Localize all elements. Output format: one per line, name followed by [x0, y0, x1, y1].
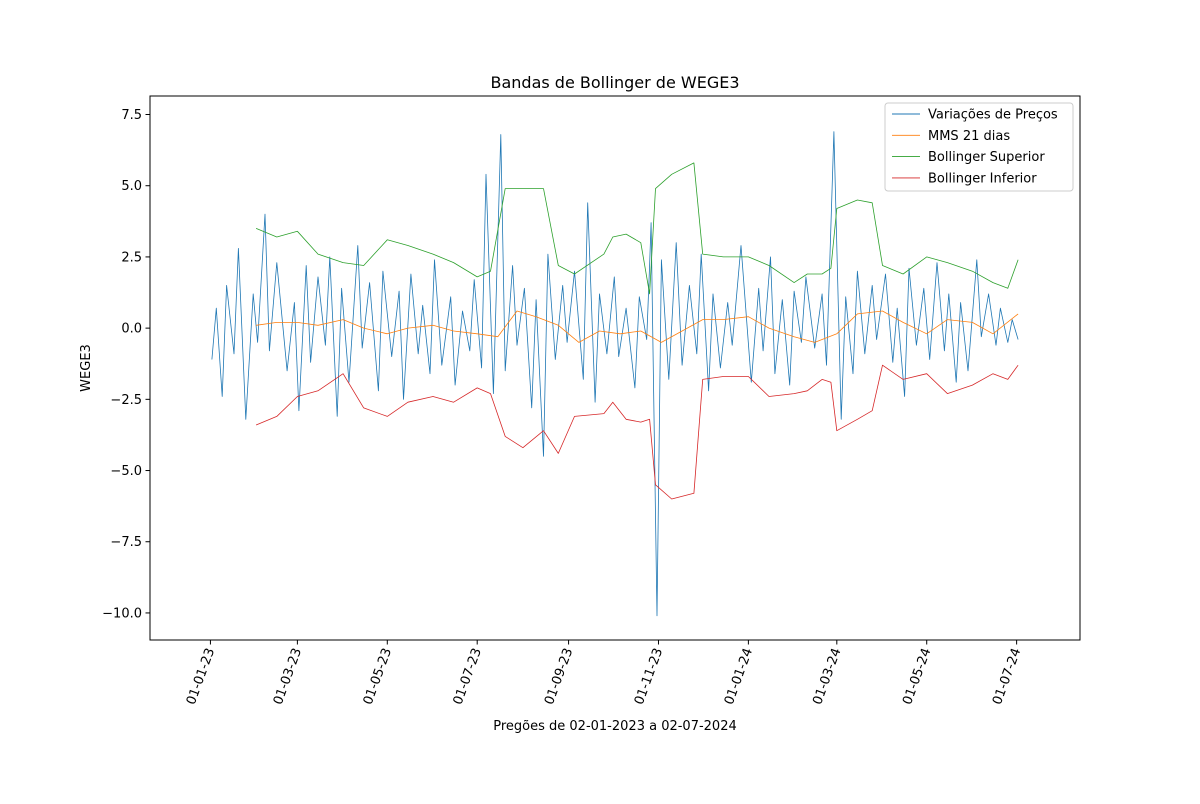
legend-label: Variações de Preços: [928, 108, 1058, 123]
legend-box: [884, 102, 1074, 192]
y-axis-label: WEGE3: [79, 344, 94, 392]
x-axis-label: Pregões de 02-01-2023 a 02-07-2024: [493, 719, 737, 734]
y-tick-label: 2.5: [121, 250, 142, 265]
series-line-4: [255, 364, 1019, 500]
legend-label: MMS 21 dias: [928, 129, 1010, 144]
y-tick-label: 0.0: [121, 322, 142, 337]
y-tick-label: −5.0: [110, 464, 142, 479]
legend: Variações de Preços MMS 21 dias Bollinger …: [884, 102, 1074, 192]
y-tick-label: −10.0: [102, 606, 142, 621]
y-tick-label: −2.5: [110, 393, 142, 408]
legend-label: Bollinger Superior: [928, 150, 1045, 165]
y-tick-label: 5.0: [121, 179, 142, 194]
series-line-1: [211, 131, 1019, 617]
plot-frame: [149, 95, 1081, 641]
legend-label: Bollinger Inferior: [928, 171, 1037, 186]
y-tick-label: 7.5: [121, 108, 142, 123]
series-line-3: [255, 162, 1019, 295]
series-line-2: [256, 310, 1019, 343]
chart-title: Bandas de Bollinger de WEGE3: [491, 73, 740, 92]
y-tick-label: −7.5: [110, 535, 142, 550]
